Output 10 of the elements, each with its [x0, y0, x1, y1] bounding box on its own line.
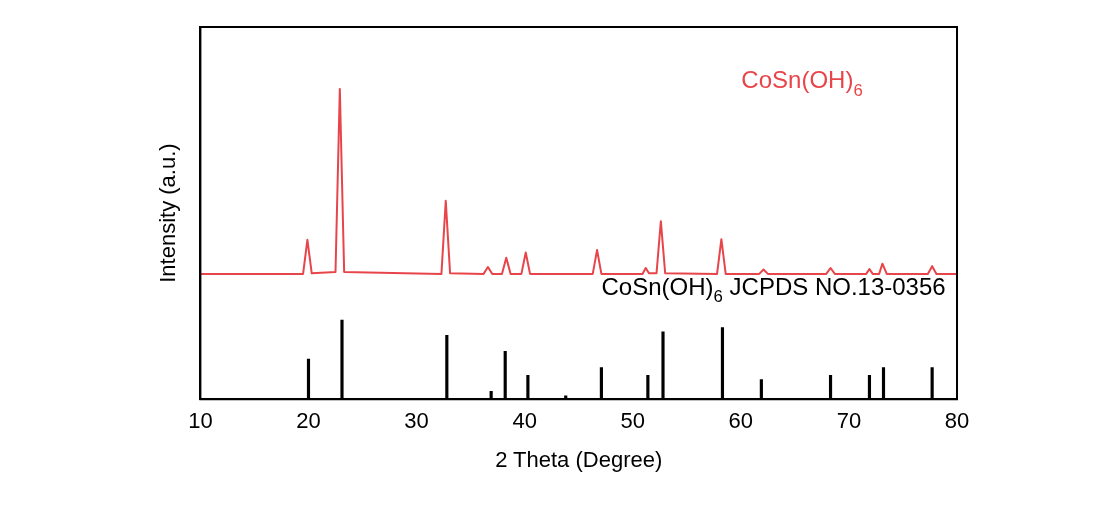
- x-tick-label: 40: [512, 408, 537, 434]
- y-axis-title: Intensity (a.u.): [155, 143, 181, 283]
- x-tick-label: 80: [944, 408, 970, 434]
- x-tick-label: 10: [188, 408, 213, 434]
- x-tick-label: 20: [296, 408, 321, 434]
- x-tick-label: 30: [404, 408, 429, 434]
- x-tick-label: 70: [836, 408, 862, 434]
- x-axis-title: 2 Theta (Degree): [495, 446, 663, 472]
- x-tick-label: 50: [620, 408, 645, 434]
- x-tick-label: 60: [728, 408, 754, 434]
